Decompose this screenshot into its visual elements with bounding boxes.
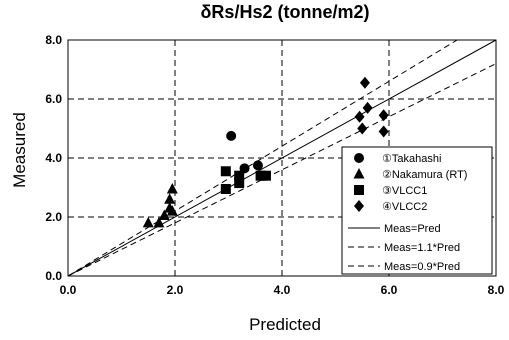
x-tick-label: 0.0 (60, 283, 77, 297)
square-point (220, 183, 231, 194)
triangle-point (142, 216, 154, 228)
legend-entry: Meas=1.1*Pred (384, 242, 460, 254)
legend-entry: Meas=0.9*Pred (384, 261, 460, 273)
reference-line (67, 39, 458, 277)
diamond-point (378, 125, 389, 138)
square-point (260, 170, 271, 181)
x-tick-label: 2.0 (167, 283, 184, 297)
legend-entry: ②Nakamura (RT) (382, 169, 467, 181)
triangle-point (166, 205, 178, 216)
x-axis-label: Predicted (249, 315, 321, 334)
diamond-point (359, 76, 370, 89)
legend-entry: ③VLCC1 (382, 185, 427, 197)
square-point (234, 170, 245, 181)
diamond-point (357, 122, 368, 135)
legend-square-icon (354, 185, 364, 195)
square-point (234, 178, 245, 189)
triangle-point (166, 182, 178, 194)
legend-triangle-icon (353, 168, 365, 179)
chart-title: δRs/Hs2 (tonne/m2) (200, 2, 370, 22)
diamond-point (378, 109, 389, 122)
legend-circle-icon (354, 153, 364, 163)
diamond-point (354, 110, 365, 123)
diamond-point (362, 101, 373, 114)
square-point (255, 170, 266, 181)
legend-diamond-icon (354, 200, 364, 212)
y-tick-label: 6.0 (45, 92, 62, 106)
x-tick-label: 8.0 (488, 283, 505, 297)
y-tick-label: 2.0 (45, 210, 62, 224)
x-tick-label: 6.0 (381, 283, 398, 297)
triangle-point (153, 216, 165, 228)
reference-line (67, 39, 497, 277)
circle-point (252, 160, 263, 171)
legend-entry: ④VLCC2 (382, 201, 427, 213)
square-point (220, 166, 231, 177)
y-tick-label: 0.0 (45, 269, 62, 283)
legend-entry: ①Takahashi (382, 153, 441, 165)
y-tick-label: 4.0 (45, 151, 62, 165)
circle-point (226, 130, 237, 141)
legend-entry: Meas=Pred (384, 223, 441, 235)
x-tick-label: 4.0 (274, 283, 291, 297)
legend-box (341, 146, 493, 275)
triangle-point (164, 193, 176, 204)
y-tick-label: 8.0 (45, 33, 62, 47)
triangle-point (158, 209, 170, 221)
